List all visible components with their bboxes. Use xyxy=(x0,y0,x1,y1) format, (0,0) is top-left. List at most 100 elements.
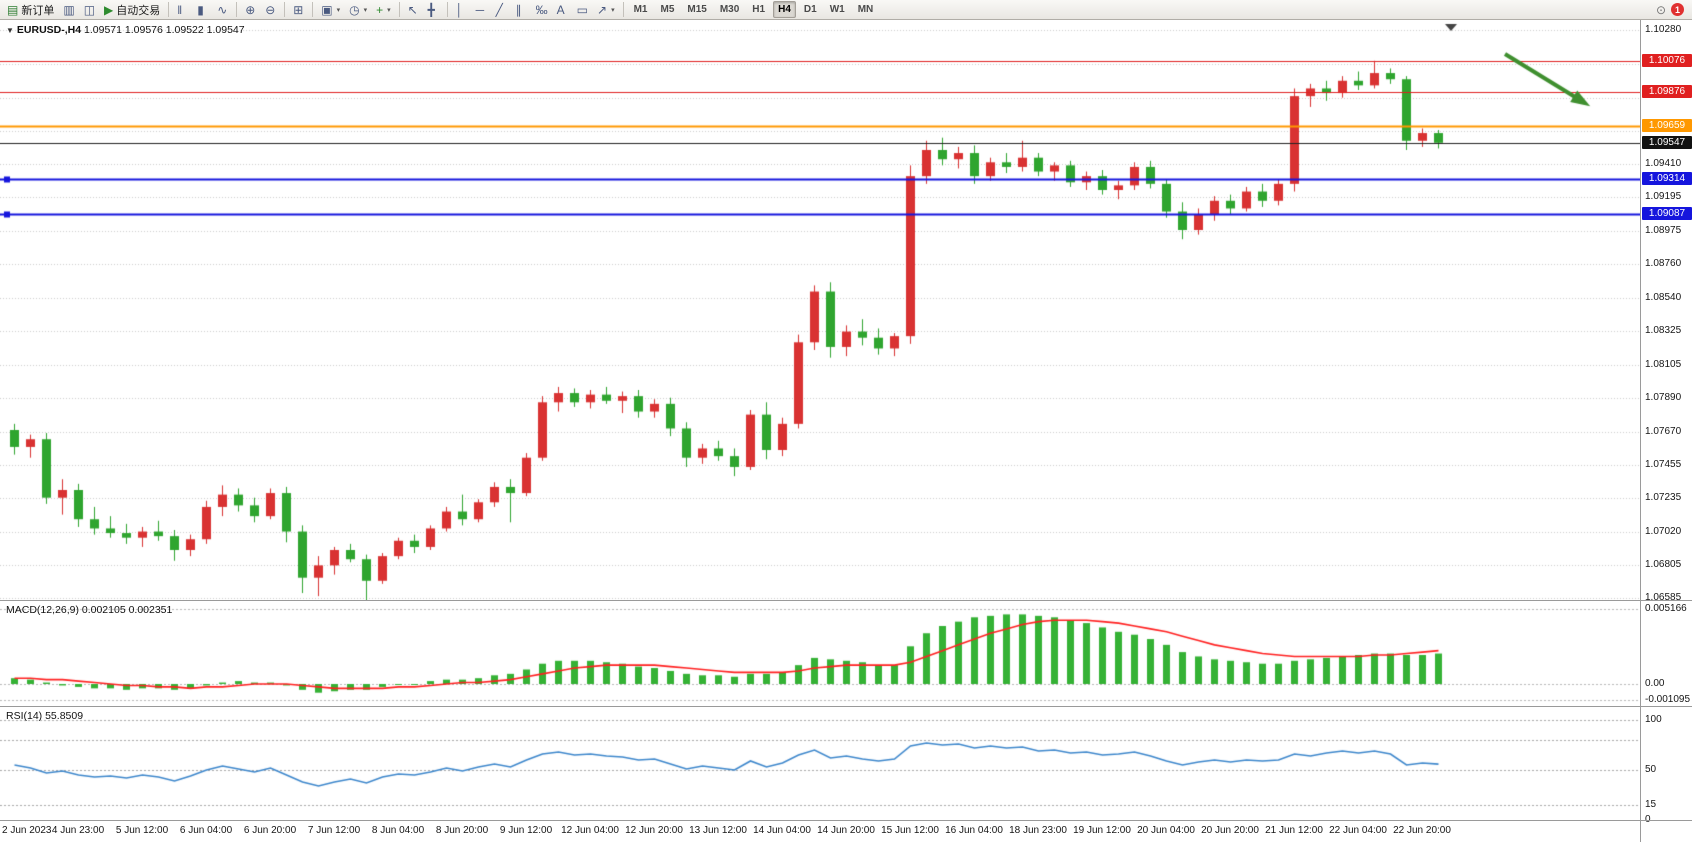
text-button[interactable]: A xyxy=(553,1,572,19)
timeframe-m1-button[interactable]: M1 xyxy=(633,4,648,15)
macd-indicator-chart[interactable] xyxy=(0,601,1640,706)
chevron-down-icon: ▾ xyxy=(611,6,615,14)
price-tick-label: 1.09195 xyxy=(1645,190,1682,202)
line-chart-button[interactable]: ∿ xyxy=(213,1,232,19)
channel-icon: ∥ xyxy=(515,2,522,17)
chevron-down-icon: ▾ xyxy=(336,6,341,14)
toolbar-right-icons: ⊙ 1 xyxy=(1656,3,1689,17)
price-tag: 1.09876 xyxy=(1642,85,1692,99)
rsi-tick-label: 0 xyxy=(1645,814,1651,826)
autoscroll-button[interactable]: ◷ ▾ xyxy=(345,1,371,19)
time-tick-label: 12 Jun 04:00 xyxy=(561,825,619,836)
timeframe-h1-button[interactable]: H1 xyxy=(752,4,766,15)
price-tag: 1.10076 xyxy=(1642,54,1692,68)
rsi-tick-label: 100 xyxy=(1645,714,1662,725)
bar-chart-button[interactable]: ‖ xyxy=(173,1,192,19)
candlestick-chart-button[interactable]: ▮ xyxy=(193,1,212,19)
rsi-indicator-chart[interactable] xyxy=(0,707,1640,819)
new-chart-button[interactable]: ▣ ▾ xyxy=(317,1,344,19)
timeframe-m30-button[interactable]: M30 xyxy=(719,4,740,15)
vertical-line-button[interactable]: │ xyxy=(452,1,471,19)
zoom-out-icon: ⊖ xyxy=(265,2,276,17)
time-tick-label: 13 Jun 12:00 xyxy=(689,825,747,836)
notification-badge[interactable]: 1 xyxy=(1671,3,1684,16)
line-chart-icon: ∿ xyxy=(217,2,228,17)
price-tick-label: 1.09410 xyxy=(1645,157,1682,169)
macd-tick-label: 0.005166 xyxy=(1645,603,1687,615)
time-tick-label: 4 Jun 23:00 xyxy=(51,825,105,836)
price-tag: 1.09659 xyxy=(1642,118,1692,132)
label-button[interactable]: ▭ xyxy=(573,1,592,19)
timeframe-h4-button[interactable]: H4 xyxy=(773,1,796,18)
horizontal-line-button[interactable]: ─ xyxy=(472,1,491,19)
new-order-button-label: 新订单 xyxy=(21,4,55,17)
search-icon[interactable]: ⊙ xyxy=(1655,2,1666,17)
timeframe-w1-button[interactable]: W1 xyxy=(829,4,845,15)
toolbar-separator xyxy=(168,2,170,17)
market-watch-button[interactable]: ▥ xyxy=(59,1,78,19)
time-tick-label: 22 Jun 20:00 xyxy=(1393,825,1451,836)
time-tick-label: 19 Jun 12:00 xyxy=(1073,825,1131,836)
time-tick-label: 15 Jun 12:00 xyxy=(881,825,939,836)
zoom-out-button[interactable]: ⊖ xyxy=(261,1,280,19)
time-tick-label: 14 Jun 04:00 xyxy=(753,825,811,836)
toolbar-separator xyxy=(446,2,448,17)
new-chart-icon: ▣ xyxy=(321,2,333,17)
indicators-icon: + xyxy=(376,2,384,17)
auto-trading-button[interactable]: ▶ 自动交易 xyxy=(100,1,164,19)
rsi-label: RSI(14) 55.8509 xyxy=(6,710,84,722)
time-tick-label: 6 Jun 04:00 xyxy=(179,825,233,836)
vertical-line-icon: │ xyxy=(455,2,464,17)
price-tag: 1.09087 xyxy=(1642,206,1692,220)
cursor-button[interactable]: ↖ xyxy=(404,1,423,19)
channel-button[interactable]: ∥ xyxy=(512,1,531,19)
text-icon: A xyxy=(556,2,565,17)
time-tick-label: 6 Jun 20:00 xyxy=(243,825,297,836)
toolbar-separator xyxy=(236,2,238,17)
trendline-button[interactable]: ╱ xyxy=(492,1,511,19)
macd-pane-divider[interactable] xyxy=(0,600,1692,601)
chart-area: ▼ EURUSD-,H4 1.09571 1.09576 1.09522 1.09… xyxy=(0,20,1692,842)
time-tick-label: 2 Jun 2023 xyxy=(2,825,52,836)
tile-windows-button[interactable]: ⊞ xyxy=(289,1,308,19)
fibonacci-button[interactable]: ‰ xyxy=(532,1,552,19)
timeframe-d1-button[interactable]: D1 xyxy=(803,4,817,15)
rsi-pane-divider[interactable] xyxy=(0,706,1692,707)
data-window-button[interactable]: ◫ xyxy=(80,1,99,19)
chart-title: ▼ EURUSD-,H4 1.09571 1.09576 1.09522 1.09… xyxy=(6,24,245,36)
label-icon: ▭ xyxy=(576,2,588,17)
auto-trading-icon: ▶ xyxy=(104,2,114,17)
price-tick-label: 1.08975 xyxy=(1645,224,1682,236)
price-tick-label: 1.08105 xyxy=(1645,358,1682,370)
macd-label: MACD(12,26,9) 0.002105 0.002351 xyxy=(6,604,173,616)
indicators-button[interactable]: + ▾ xyxy=(372,1,395,19)
bar-chart-icon: ‖ xyxy=(177,2,183,17)
new-order-button[interactable]: ▤ 新订单 xyxy=(3,1,58,19)
time-tick-label: 7 Jun 12:00 xyxy=(307,825,361,836)
zoom-in-button[interactable]: ⊕ xyxy=(241,1,260,19)
main-price-chart[interactable] xyxy=(0,20,1640,600)
timeframe-m15-button[interactable]: M15 xyxy=(687,4,707,15)
time-tick-label: 16 Jun 04:00 xyxy=(945,825,1003,836)
time-tick-label: 22 Jun 04:00 xyxy=(1329,825,1387,836)
timeframe-m5-button[interactable]: M5 xyxy=(660,4,675,15)
chevron-down-icon: ▾ xyxy=(387,6,391,14)
time-tick-label: 18 Jun 23:00 xyxy=(1009,825,1067,836)
time-axis[interactable]: 2 Jun 2023 4 Jun 23:00 5 Jun 12:00 6 Jun 04… xyxy=(0,820,1640,842)
crosshair-button[interactable]: ╋ xyxy=(424,1,443,19)
arrows-button[interactable]: ↗ ▾ xyxy=(593,1,619,19)
ohlc-readout: 1.09571 1.09576 1.09522 1.09547 xyxy=(84,24,245,36)
timeframe-mn-button[interactable]: MN xyxy=(857,4,874,15)
crosshair-icon: ╋ xyxy=(427,2,435,17)
rsi-tick-label: 15 xyxy=(1645,799,1657,810)
chart-collapse-icon[interactable]: ▼ xyxy=(6,26,14,35)
time-tick-label: 8 Jun 04:00 xyxy=(371,825,425,836)
price-tick-label: 1.07020 xyxy=(1645,525,1682,537)
price-axis[interactable]: 1.10280 1.09410 1.09195 1.08975 1.08760 1.085… xyxy=(1640,20,1692,842)
trendline-icon: ╱ xyxy=(495,2,503,17)
time-tick-label: 8 Jun 20:00 xyxy=(435,825,489,836)
price-tag: 1.09314 xyxy=(1642,171,1692,185)
time-tick-label: 21 Jun 12:00 xyxy=(1265,825,1323,836)
price-tick-label: 1.07235 xyxy=(1645,492,1682,504)
toolbar: ▤ 新订单 ▥ ◫ ▶ 自动交易 ‖ ▮ ∿ ⊕ ⊖ ⊞ ▣ ▾ ◷ ▾ + ▾ ↖ ╋ │ ─ ╱ ∥ ‰ A ▭ ↗ ▾ M1 M5 M1… xyxy=(0,0,1692,20)
